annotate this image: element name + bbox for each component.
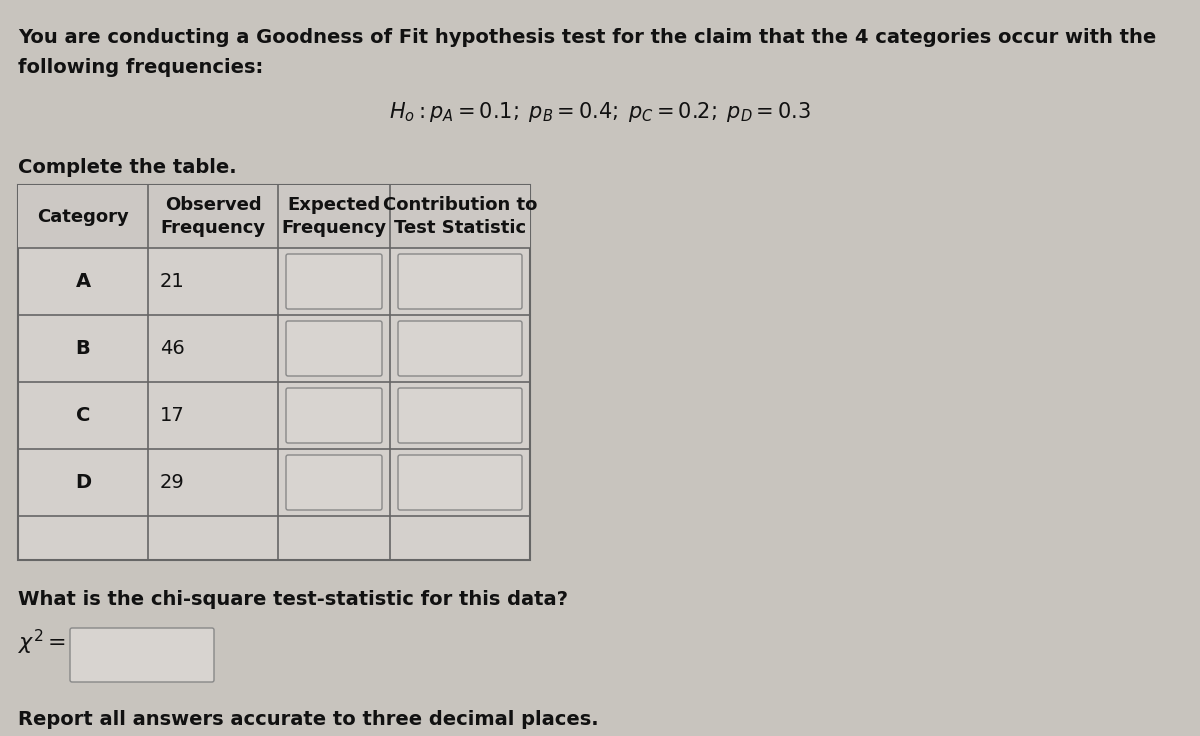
Text: $\chi^2 =$: $\chi^2 =$ [18, 628, 66, 657]
Text: 29: 29 [160, 473, 185, 492]
FancyBboxPatch shape [286, 254, 382, 309]
Text: Expected
Frequency: Expected Frequency [282, 197, 386, 236]
FancyBboxPatch shape [398, 321, 522, 376]
Text: D: D [74, 473, 91, 492]
Text: A: A [76, 272, 90, 291]
Text: Category: Category [37, 208, 128, 225]
FancyBboxPatch shape [286, 321, 382, 376]
Bar [18, 185, 530, 560]
Text: Report all answers accurate to three decimal places.: Report all answers accurate to three dec… [18, 710, 599, 729]
FancyBboxPatch shape [286, 455, 382, 510]
Text: 17: 17 [160, 406, 185, 425]
Text: Observed
Frequency: Observed Frequency [161, 197, 265, 236]
Text: Complete the table.: Complete the table. [18, 158, 236, 177]
Text: You are conducting a Goodness of Fit hypothesis test for the claim that the 4 ca: You are conducting a Goodness of Fit hyp… [18, 28, 1157, 47]
Text: following frequencies:: following frequencies: [18, 58, 263, 77]
FancyBboxPatch shape [398, 455, 522, 510]
Text: 46: 46 [160, 339, 185, 358]
Text: C: C [76, 406, 90, 425]
FancyBboxPatch shape [398, 388, 522, 443]
FancyBboxPatch shape [398, 254, 522, 309]
Text: What is the chi-square test-statistic for this data?: What is the chi-square test-statistic fo… [18, 590, 568, 609]
Text: 21: 21 [160, 272, 185, 291]
FancyBboxPatch shape [70, 628, 214, 682]
Text: $H_o : p_A = 0.1;\; p_B = 0.4;\; p_C = 0.2;\; p_D = 0.3$: $H_o : p_A = 0.1;\; p_B = 0.4;\; p_C = 0… [389, 100, 811, 124]
Text: Contribution to
Test Statistic: Contribution to Test Statistic [383, 197, 538, 236]
FancyBboxPatch shape [286, 388, 382, 443]
Bar [18, 185, 530, 248]
Text: B: B [76, 339, 90, 358]
